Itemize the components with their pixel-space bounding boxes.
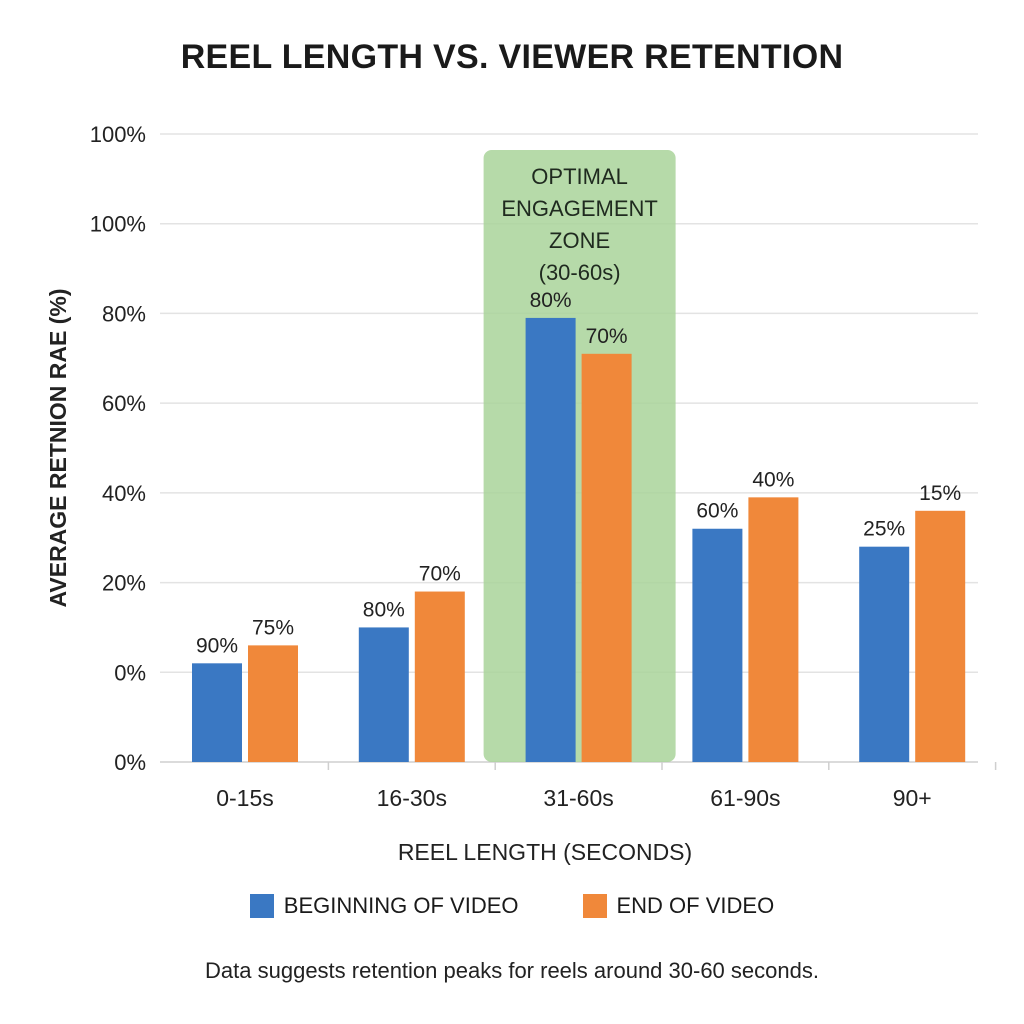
bar-end	[581, 353, 632, 762]
data-label: 90%	[196, 634, 238, 657]
data-label: 70%	[419, 563, 461, 586]
bar-end	[748, 497, 799, 762]
labels: 0% 0% 20% 40% 60% 80% 100% 100% OPTIMAL ENGAGEMEN…	[90, 122, 961, 811]
footnote: Data suggests retention peaks for reels …	[205, 958, 819, 983]
zone-label-line: ENGAGEMENT	[501, 196, 657, 221]
legend-label-end: END OF VIDEO	[616, 893, 775, 918]
data-label: 25%	[863, 518, 905, 541]
bar-end	[414, 591, 465, 762]
x-tick-label: 61-90s	[710, 785, 780, 811]
x-tick-label: 16-30s	[377, 785, 447, 811]
bar-beginning	[525, 317, 576, 762]
bar-end	[915, 510, 966, 762]
chart-title: REEL LENGTH VS. VIEWER RETENTION	[180, 38, 844, 76]
bar-end	[248, 645, 298, 762]
data-label: 70%	[586, 325, 628, 348]
y-tick-label: 100%	[90, 122, 146, 147]
y-tick-label: 40%	[102, 481, 146, 506]
data-label: 60%	[696, 500, 738, 523]
legend-label-beginning: BEGINNING OF VIDEO	[283, 893, 519, 918]
data-label: 15%	[919, 482, 961, 505]
y-axis-title: AVERAGE RETNION RAE (%)	[45, 288, 71, 607]
bar-beginning	[692, 528, 743, 762]
legend-swatch-beginning	[249, 894, 274, 918]
x-tick-label: 31-60s	[543, 785, 613, 811]
zone-label-line: ZONE	[549, 228, 610, 253]
legend: BEGINNING OF VIDEO END OF VIDEO	[0, 893, 1024, 919]
bar-beginning	[192, 663, 242, 762]
bars	[192, 317, 966, 762]
zone-label-line: OPTIMAL	[531, 164, 628, 189]
y-tick-label: 80%	[102, 301, 146, 326]
legend-swatch-end	[582, 894, 607, 918]
y-tick-label: 0%	[114, 750, 146, 775]
y-tick-label: 100%	[90, 212, 146, 237]
y-tick-label: 20%	[102, 571, 146, 596]
y-tick-label: 0%	[114, 660, 146, 685]
bar-beginning	[358, 627, 409, 762]
data-label: 80%	[530, 289, 572, 312]
y-tick-label: 60%	[102, 391, 146, 416]
bar-beginning	[859, 546, 910, 762]
x-axis-title: REEL LENGTH (SECONDS)	[398, 839, 692, 865]
data-label: 80%	[363, 598, 405, 621]
legend-item-end: END OF VIDEO	[582, 893, 775, 919]
legend-item-beginning: BEGINNING OF VIDEO	[249, 893, 519, 919]
x-tick-label: 90+	[893, 785, 932, 811]
data-label: 75%	[252, 616, 294, 639]
zone-label-line: (30-60s)	[539, 260, 621, 285]
x-tick-label: 0-15s	[216, 785, 274, 811]
data-label: 40%	[752, 468, 794, 491]
